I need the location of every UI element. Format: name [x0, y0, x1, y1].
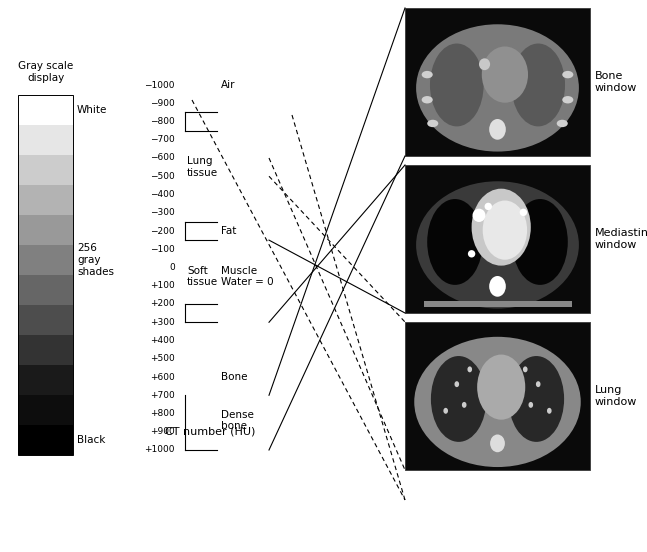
Text: +100: +100	[150, 282, 175, 290]
Ellipse shape	[562, 96, 573, 103]
Ellipse shape	[422, 71, 433, 78]
Text: Fat: Fat	[221, 226, 236, 236]
Text: +700: +700	[150, 391, 175, 400]
Text: −200: −200	[150, 226, 175, 236]
Ellipse shape	[467, 367, 472, 372]
Text: −900: −900	[150, 99, 175, 108]
Ellipse shape	[472, 189, 531, 266]
Ellipse shape	[430, 44, 483, 126]
Text: Dense
bone: Dense bone	[221, 410, 254, 432]
Text: +1000: +1000	[144, 445, 175, 454]
Ellipse shape	[529, 402, 533, 408]
Text: +500: +500	[150, 354, 175, 363]
Bar	[18, 275, 73, 305]
Ellipse shape	[482, 46, 528, 103]
Bar	[18, 215, 73, 245]
Text: CT number (HU): CT number (HU)	[165, 427, 256, 437]
Ellipse shape	[443, 408, 448, 414]
Ellipse shape	[414, 337, 581, 467]
Bar	[18, 125, 73, 155]
Text: Lung
window: Lung window	[595, 385, 637, 407]
Text: +400: +400	[150, 336, 175, 345]
Text: +800: +800	[150, 409, 175, 418]
Ellipse shape	[427, 120, 438, 127]
Ellipse shape	[472, 209, 485, 222]
Bar	[18, 395, 73, 425]
Ellipse shape	[512, 199, 568, 285]
Bar	[18, 305, 73, 335]
Ellipse shape	[556, 120, 568, 127]
Bar	[18, 245, 73, 275]
Text: +600: +600	[150, 373, 175, 381]
Ellipse shape	[489, 276, 506, 297]
Ellipse shape	[490, 434, 505, 452]
Text: −500: −500	[150, 172, 175, 181]
Bar	[405, 322, 590, 470]
Bar	[18, 95, 73, 455]
Ellipse shape	[454, 381, 459, 387]
Text: White: White	[77, 105, 107, 115]
Bar	[18, 155, 73, 185]
Bar	[18, 425, 73, 455]
Ellipse shape	[479, 59, 490, 70]
Bar	[18, 335, 73, 365]
Ellipse shape	[562, 71, 573, 78]
Text: +200: +200	[150, 300, 175, 309]
Ellipse shape	[520, 209, 527, 216]
Text: Mediastinal
window: Mediastinal window	[595, 228, 647, 250]
Ellipse shape	[485, 203, 492, 210]
Text: Muscle
Water = 0: Muscle Water = 0	[221, 266, 274, 288]
Bar	[424, 301, 571, 307]
Text: Bone: Bone	[221, 372, 248, 382]
Bar	[18, 365, 73, 395]
Text: Soft
tissue: Soft tissue	[187, 266, 218, 288]
Text: −300: −300	[150, 208, 175, 217]
Text: 0: 0	[170, 263, 175, 272]
Bar	[405, 8, 590, 156]
Ellipse shape	[523, 367, 527, 372]
Bar	[18, 185, 73, 215]
Ellipse shape	[489, 119, 506, 140]
Ellipse shape	[416, 181, 579, 309]
Bar	[405, 165, 590, 313]
Ellipse shape	[547, 408, 552, 414]
Text: Air: Air	[221, 80, 236, 90]
Ellipse shape	[416, 24, 579, 152]
Ellipse shape	[422, 96, 433, 103]
Text: −700: −700	[150, 135, 175, 144]
Text: Black: Black	[77, 435, 105, 445]
Text: Lung
tissue: Lung tissue	[187, 156, 218, 178]
Text: −400: −400	[150, 190, 175, 199]
Text: 256
gray
shades: 256 gray shades	[77, 243, 114, 277]
Text: Bone
window: Bone window	[595, 71, 637, 93]
Ellipse shape	[483, 200, 527, 260]
Text: −600: −600	[150, 153, 175, 162]
Ellipse shape	[509, 356, 564, 442]
Ellipse shape	[468, 250, 476, 257]
Ellipse shape	[431, 356, 487, 442]
Ellipse shape	[477, 354, 525, 420]
Text: −800: −800	[150, 117, 175, 126]
Ellipse shape	[462, 402, 466, 408]
Text: −100: −100	[150, 245, 175, 254]
Text: Gray scale
display: Gray scale display	[18, 61, 73, 83]
Text: −1000: −1000	[144, 81, 175, 89]
Text: +900: +900	[150, 427, 175, 436]
Bar	[18, 95, 73, 125]
Ellipse shape	[427, 199, 483, 285]
Text: +300: +300	[150, 318, 175, 327]
Ellipse shape	[511, 44, 565, 126]
Ellipse shape	[536, 381, 540, 387]
